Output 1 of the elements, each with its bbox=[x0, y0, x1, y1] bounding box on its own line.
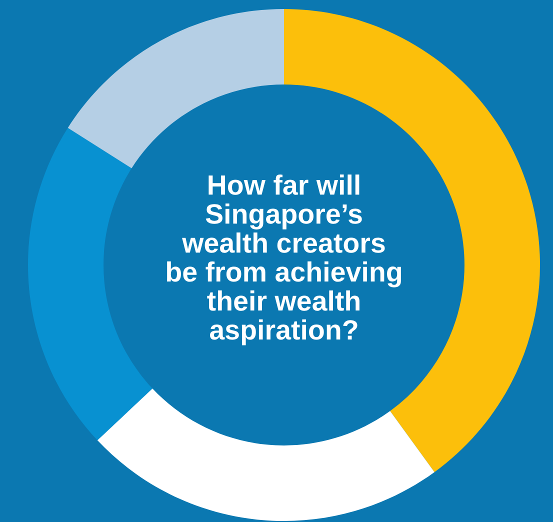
text: How far will Singapore’s wealth creators be from achieving their wealth aspiration? bbox=[166, 174, 402, 346]
